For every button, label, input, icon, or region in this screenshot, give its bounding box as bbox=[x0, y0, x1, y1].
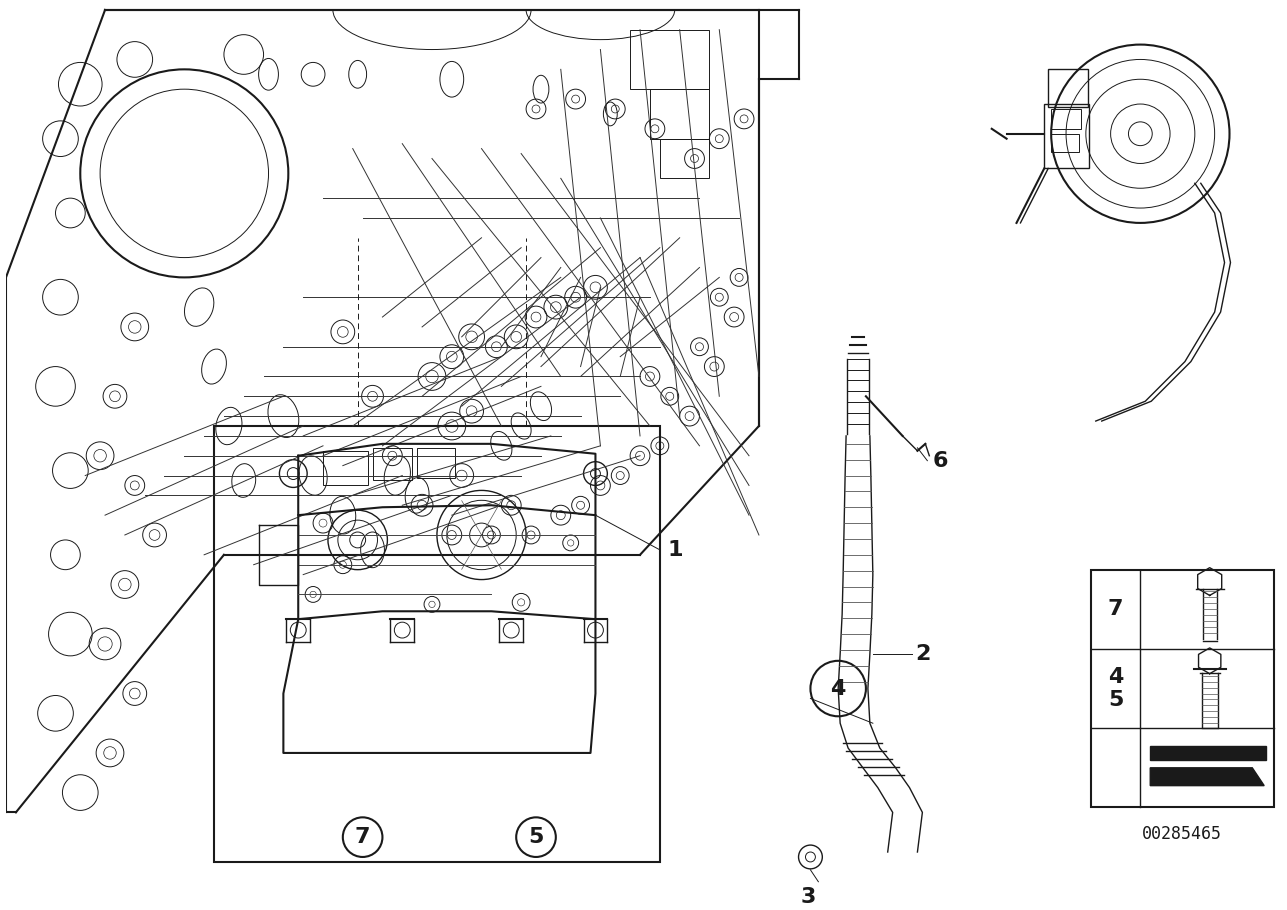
Bar bbox=[214, 426, 660, 862]
Text: 5: 5 bbox=[1108, 691, 1124, 711]
Bar bbox=[1048, 69, 1088, 107]
Bar bbox=[631, 30, 709, 89]
Text: 7: 7 bbox=[1108, 600, 1124, 620]
Bar bbox=[1091, 570, 1274, 807]
Text: 00285465: 00285465 bbox=[1142, 825, 1221, 844]
Bar bbox=[1051, 134, 1079, 152]
Text: 3: 3 bbox=[801, 886, 816, 906]
Text: 2: 2 bbox=[915, 644, 931, 664]
Bar bbox=[1044, 104, 1089, 168]
Bar bbox=[323, 450, 368, 485]
Bar bbox=[660, 138, 709, 178]
Text: 6: 6 bbox=[932, 450, 947, 470]
Polygon shape bbox=[1151, 746, 1266, 760]
Bar bbox=[1051, 109, 1081, 129]
Polygon shape bbox=[1151, 768, 1264, 785]
Text: 5: 5 bbox=[529, 827, 543, 847]
Text: 7: 7 bbox=[355, 827, 371, 847]
Text: 4: 4 bbox=[1108, 667, 1124, 687]
Bar bbox=[372, 448, 412, 480]
Text: 4: 4 bbox=[830, 679, 846, 699]
Bar bbox=[417, 448, 454, 478]
Bar bbox=[650, 89, 709, 138]
Text: 1: 1 bbox=[668, 540, 683, 560]
